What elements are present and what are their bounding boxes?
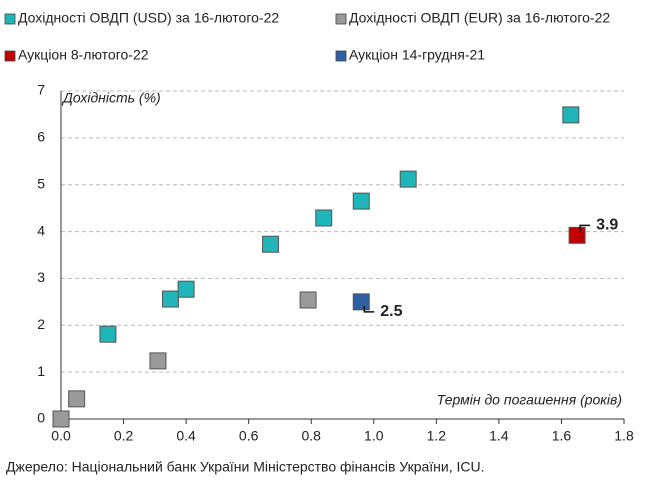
source: Джерело: Національний банк України Мініс…	[6, 459, 485, 475]
legend-marker	[4, 13, 16, 25]
point	[68, 390, 86, 408]
legend-label: Аукціон 8-лютого-22	[18, 47, 149, 63]
x-tick-label: 0.0	[51, 428, 71, 444]
point	[352, 293, 370, 311]
legend-marker	[335, 13, 347, 25]
legend-label: Дохідності ОВДП (USD) за 16-лютого-22	[18, 10, 279, 26]
legend-label: Дохідності ОВДП (EUR) за 16-лютого-22	[349, 10, 610, 26]
legend-marker	[335, 50, 347, 62]
y-tick-label: 0	[37, 410, 45, 426]
y-tick-label: 7	[37, 82, 45, 98]
value-label: 2.5	[380, 303, 402, 320]
x-tick-label: 1.2	[427, 428, 447, 444]
point	[52, 410, 70, 428]
x-tick-label: 0.8	[301, 428, 321, 444]
y-tick-label: 5	[37, 175, 45, 191]
point	[299, 291, 317, 309]
point	[568, 226, 586, 244]
legend-marker	[4, 50, 16, 62]
point	[149, 352, 167, 370]
y-tick-label: 6	[37, 129, 45, 145]
label-leader	[579, 224, 591, 232]
point	[562, 106, 580, 124]
y-tick-label: 2	[37, 316, 45, 332]
x-tick-label: 1.0	[364, 428, 384, 444]
x-tick-label: 1.6	[552, 428, 572, 444]
value-label: 3.9	[596, 217, 618, 234]
point	[315, 209, 333, 227]
point	[177, 280, 195, 298]
y-tick-label: 1	[37, 363, 45, 379]
x-axis-label: Термін до погашення (років)	[437, 392, 622, 408]
x-tick-label: 0.6	[239, 428, 259, 444]
point	[399, 170, 417, 188]
x-tick-label: 1.4	[489, 428, 509, 444]
legend-label: Аукціон 14-грудня-21	[349, 47, 485, 63]
point	[161, 290, 179, 308]
x-tick-label: 0.2	[114, 428, 134, 444]
label-leader	[363, 305, 375, 313]
x-tick-label: 1.8	[614, 428, 634, 444]
point	[352, 192, 370, 210]
point	[99, 325, 117, 343]
y-axis-label: Дохідність (%)	[61, 90, 161, 106]
y-tick-label: 4	[37, 222, 45, 238]
point	[262, 235, 280, 253]
x-tick-label: 0.4	[176, 428, 196, 444]
y-tick-label: 3	[37, 269, 45, 285]
